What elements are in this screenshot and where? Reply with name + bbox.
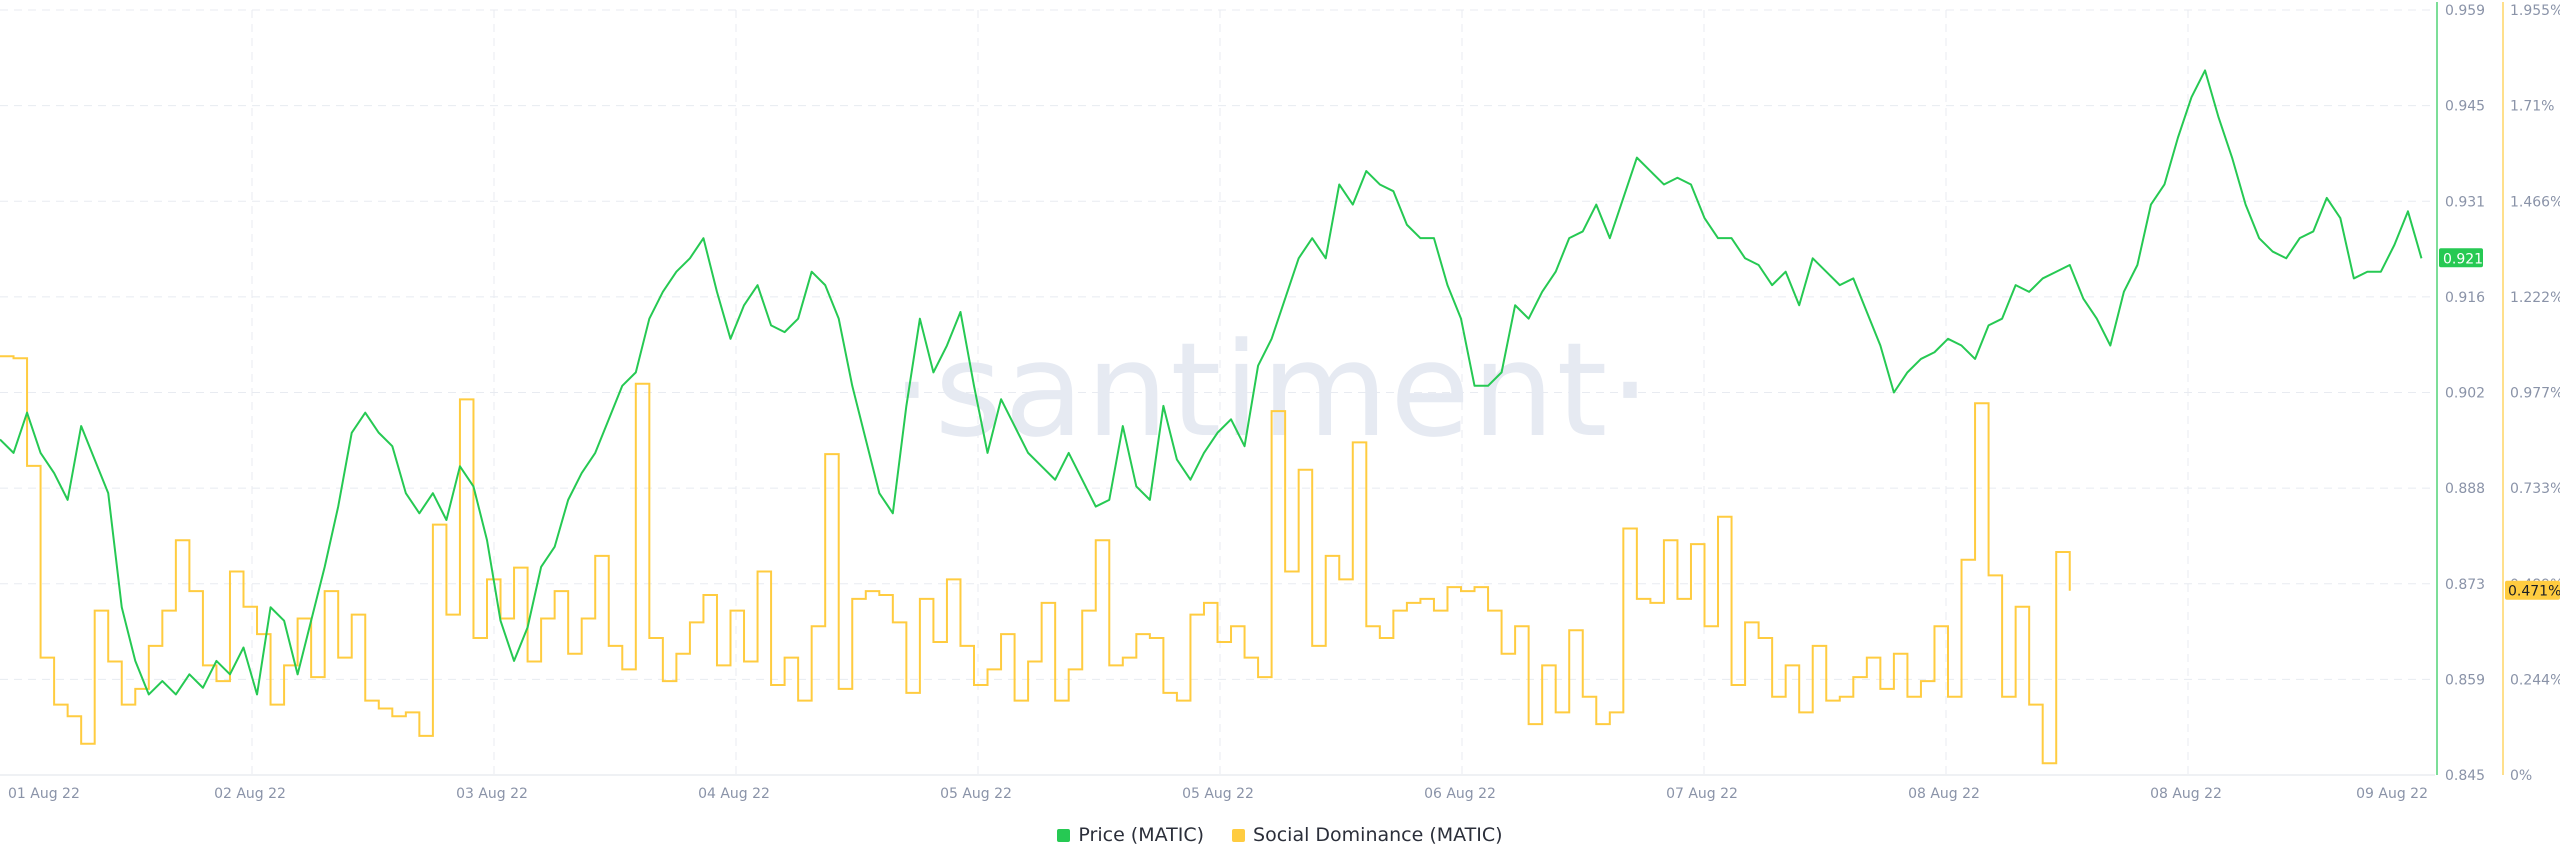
social-dominance-axis-tick-label: 0.977% <box>2510 386 2560 402</box>
social-dominance-axis-tick-label: 1.222% <box>2510 290 2560 306</box>
x-axis: 01 Aug 22 02 Aug 22 03 Aug 22 04 Aug 22 05 A… <box>8 786 2428 802</box>
legend: Price (MATIC) Social Dominance (MATIC) <box>0 820 2560 850</box>
price-axis-tick-label: 0.959 <box>2445 3 2485 19</box>
x-axis-tick-label: 08 Aug 22 <box>2150 786 2222 802</box>
price-axis-tick-label: 0.888 <box>2445 481 2485 497</box>
social-dominance-axis-tick-label: 0% <box>2510 768 2532 784</box>
legend-item-social-dominance[interactable]: Social Dominance (MATIC) <box>1232 824 1503 846</box>
social-dominance-axis-tick-label: 0.244% <box>2510 672 2560 688</box>
price-axis-tick-label: 0.845 <box>2445 768 2485 784</box>
legend-label-price: Price (MATIC) <box>1078 824 1205 846</box>
legend-label-social-dominance: Social Dominance (MATIC) <box>1253 824 1503 846</box>
social-dominance-axis-tick-label: 1.955% <box>2510 3 2560 19</box>
x-axis-tick-label: 09 Aug 22 <box>2356 786 2428 802</box>
x-axis-tick-label: 02 Aug 22 <box>214 786 286 802</box>
x-axis-tick-label: 08 Aug 22 <box>1908 786 1980 802</box>
x-axis-tick-label: 07 Aug 22 <box>1666 786 1738 802</box>
price-axis-tick-label: 0.916 <box>2445 290 2485 306</box>
social-dominance-axis-tick-label: 0.733% <box>2510 481 2560 497</box>
legend-swatch-price <box>1057 828 1071 842</box>
x-axis-tick-label: 04 Aug 22 <box>698 786 770 802</box>
x-axis-tick-label: 05 Aug 22 <box>940 786 1012 802</box>
social-dominance-last-value-label: 0.471% <box>2508 584 2560 600</box>
x-axis-tick-label: 01 Aug 22 <box>8 786 80 802</box>
series-layer <box>0 69 2423 765</box>
price-axis-tick-label: 0.902 <box>2445 386 2485 402</box>
series-line-social-dominance <box>0 355 2071 765</box>
price-axis-tick-label: 0.945 <box>2445 99 2485 115</box>
social-dominance-last-value-badge <box>2505 580 2560 600</box>
left-axis: 0.959 0.945 0.931 0.916 0.902 0.888 0.873 0.859… <box>2436 2 2485 784</box>
price-axis-tick-label: 0.873 <box>2445 577 2485 593</box>
chart: ·santiment· 0.9590.9450.9310.9160.9020.8… <box>0 2 2560 802</box>
price-axis-tick-label: 0.931 <box>2445 194 2485 210</box>
legend-item-price[interactable]: Price (MATIC) <box>1057 824 1204 846</box>
grid <box>0 9 2435 776</box>
x-axis-tick-label: 06 Aug 22 <box>1424 786 1496 802</box>
legend-swatch-social-dominance <box>1232 828 1246 842</box>
x-axis-tick-label: 05 Aug 22 <box>1182 786 1254 802</box>
right-axis: 1.955%1.71%1.466%1.222%0.977%0.733%0.489… <box>2502 2 2560 784</box>
x-axis-tick-label: 03 Aug 22 <box>456 786 528 802</box>
price-axis-tick-label: 0.859 <box>2445 672 2485 688</box>
price-last-value-label: 0.921 <box>2443 251 2483 267</box>
social-dominance-axis-tick-label: 1.71% <box>2510 99 2554 115</box>
value-badges: 0.921 0.471% <box>2439 248 2560 600</box>
social-dominance-axis-tick-label: 1.466% <box>2510 194 2560 210</box>
price-last-value-badge <box>2439 248 2483 268</box>
series-line-price <box>0 69 2423 696</box>
